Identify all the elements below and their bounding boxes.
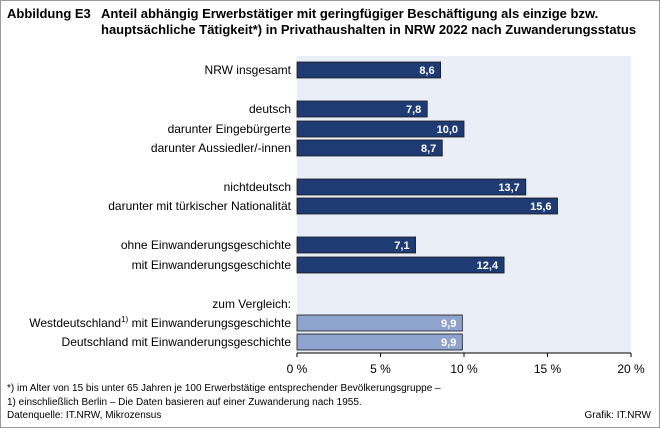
bar-value-label: 7,1 [394, 240, 409, 252]
x-tick-label: 20 % [617, 362, 645, 376]
bar-value-label: 8,7 [421, 143, 436, 155]
bar [296, 139, 443, 157]
category-label: ohne Einwanderungsgeschichte [121, 238, 291, 252]
title-line-2: hauptsächliche Tätigkeit*) in Privathaus… [101, 22, 637, 37]
bar [296, 314, 463, 332]
bar-value-label: 13,7 [498, 182, 519, 194]
category-label: Westdeutschland1) mit Einwanderungsgesch… [29, 315, 291, 330]
bar-value-label: 8,6 [419, 65, 434, 77]
bar-value-label: 9,9 [441, 318, 456, 330]
title-line-1: Anteil abhängig Erwerbstätiger mit gerin… [101, 6, 599, 21]
bar-value-label: 15,6 [530, 201, 551, 213]
bar-value-label: 10,0 [437, 124, 458, 136]
category-label: darunter Eingebürgerte [168, 122, 292, 136]
bar-value-label: 12,4 [477, 260, 499, 272]
category-label: mit Einwanderungsgeschichte [132, 258, 292, 272]
category-label: nichtdeutsch [224, 180, 291, 194]
x-tick-label: 5 % [370, 362, 391, 376]
category-label: NRW insgesamt [205, 63, 292, 77]
comparison-group-label: zum Vergleich: [212, 297, 291, 311]
graphic-credit: Grafik: IT.NRW [584, 410, 651, 421]
figure-label: Abbildung E3 [7, 6, 91, 21]
bar [296, 120, 465, 138]
bar [296, 333, 463, 351]
x-tick-label: 10 % [450, 362, 478, 376]
category-label: Deutschland mit Einwanderungsgeschichte [62, 335, 292, 349]
footnote-1: *) im Alter von 15 bis unter 65 Jahren j… [7, 383, 441, 394]
bar-value-label: 7,8 [406, 104, 421, 116]
bar [296, 178, 527, 196]
data-source: Datenquelle: IT.NRW, Mikrozensus [7, 410, 162, 421]
x-tick-label: 15 % [534, 362, 562, 376]
x-tick-label: 0 % [287, 362, 308, 376]
category-label: darunter mit türkischer Nationalität [108, 199, 291, 213]
bar [296, 256, 505, 274]
category-label: darunter Aussiedler/-innen [151, 141, 291, 155]
footnote-2: 1) einschließlich Berlin – Die Daten bas… [7, 397, 362, 408]
bar-value-label: 9,9 [441, 337, 456, 349]
category-label: deutsch [249, 102, 291, 116]
chart-title: Abbildung E3 Anteil abhängig Erwerbstätig… [7, 6, 647, 38]
bar [296, 61, 442, 79]
bar [296, 197, 558, 215]
bar [296, 100, 428, 118]
bar [296, 236, 416, 254]
